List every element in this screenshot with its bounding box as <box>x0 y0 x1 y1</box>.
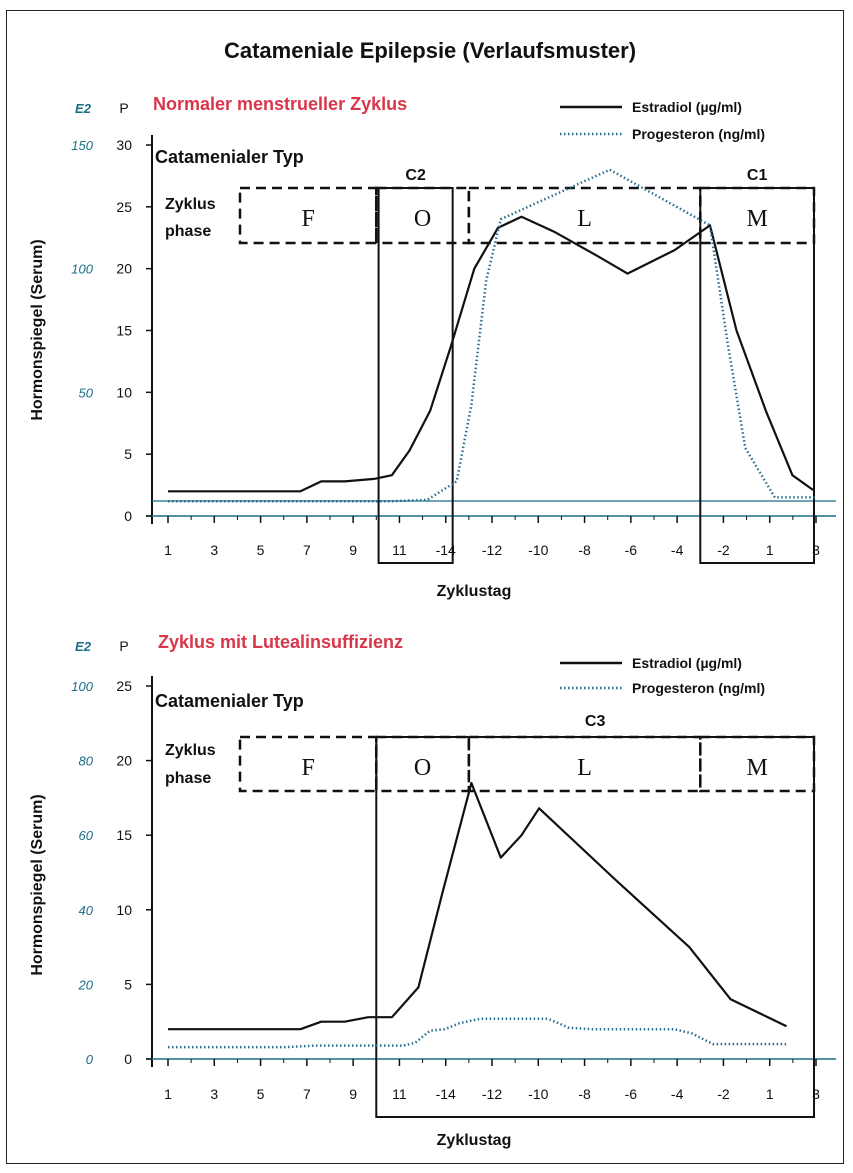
phase-label-line2: phase <box>165 223 211 240</box>
e2-tick-label: 50 <box>79 385 94 400</box>
p-tick-label: 25 <box>116 678 132 694</box>
e2-tick-label: 80 <box>79 754 94 769</box>
x-tick-label: 5 <box>257 1086 265 1102</box>
catamenial-type-label: Catamenialer Typ <box>155 691 304 711</box>
p-tick-label: 20 <box>116 753 132 769</box>
e2-axis-label: E2 <box>75 639 92 654</box>
phase-box-o <box>375 735 471 793</box>
x-tick-label: -4 <box>671 1086 684 1102</box>
series-progesteron-line <box>168 168 816 503</box>
x-tick-label: -6 <box>625 1086 638 1102</box>
phase-label-line1: Zyklus <box>165 742 216 759</box>
p-tick-label: 10 <box>116 902 132 918</box>
y-axis-title: Hormonspiegel (Serum) <box>29 239 46 420</box>
x-tick-label: -2 <box>717 1086 730 1102</box>
p-tick-label: 10 <box>116 384 132 400</box>
x-tick-label: -6 <box>625 542 638 558</box>
x-tick-label: -12 <box>482 542 502 558</box>
phase-letter-m: M <box>746 755 767 781</box>
figure-frame <box>6 10 844 1164</box>
phase-letter-f: F <box>301 755 314 781</box>
p-tick-label: 5 <box>124 446 132 462</box>
x-tick-label: 1 <box>766 1086 774 1102</box>
y-axis-title: Hormonspiegel (Serum) <box>29 794 46 975</box>
e2-tick-label: 20 <box>78 977 94 992</box>
p-tick-label: 0 <box>124 1051 132 1067</box>
phase-letter-l: L <box>577 755 592 781</box>
phase-label-line1: Zyklus <box>165 196 216 213</box>
phase-letter-o: O <box>414 206 431 232</box>
catamenial-label-c3: C3 <box>585 713 606 730</box>
x-tick-label: -14 <box>436 1086 456 1102</box>
x-tick-label: 11 <box>392 1086 407 1102</box>
phase-label-line2: phase <box>165 770 211 787</box>
p-axis-label: P <box>119 100 128 116</box>
e2-tick-label: 60 <box>79 828 94 843</box>
x-tick-label: 3 <box>812 1086 820 1102</box>
p-tick-label: 20 <box>116 261 132 277</box>
x-tick-label: -8 <box>578 1086 591 1102</box>
p-tick-label: 30 <box>116 137 132 153</box>
x-tick-label: 7 <box>303 1086 311 1102</box>
phase-letter-o: O <box>414 755 431 781</box>
x-tick-label: 7 <box>303 542 311 558</box>
phase-box-f <box>238 186 378 245</box>
x-tick-label: -10 <box>528 542 548 558</box>
phase-letter-f: F <box>301 206 314 232</box>
series-estradiol-line <box>168 781 787 1031</box>
catamenial-box-c3 <box>375 736 815 1118</box>
series-estradiol-line <box>168 215 814 493</box>
x-tick-label: 3 <box>210 542 218 558</box>
e2-tick-label: 100 <box>71 262 93 277</box>
figure-title: Catameniale Epilepsie (Verlaufsmuster) <box>224 38 636 63</box>
x-tick-label: -14 <box>436 542 456 558</box>
e2-tick-label: 0 <box>86 1052 94 1067</box>
catamenial-label-c2: C2 <box>405 167 426 184</box>
x-tick-label: 11 <box>392 542 407 558</box>
p-tick-label: 15 <box>116 323 132 339</box>
x-tick-label: 3 <box>812 542 820 558</box>
x-tick-label: -12 <box>482 1086 502 1102</box>
e2-tick-label: 150 <box>71 138 93 153</box>
p-tick-label: 15 <box>116 827 132 843</box>
legend-progesteron-label: Progesteron (ng/ml) <box>632 126 765 142</box>
x-tick-label: -10 <box>528 1086 548 1102</box>
catamenial-box-c1 <box>699 187 815 564</box>
x-tick-label: -4 <box>671 542 684 558</box>
phase-letter-l: L <box>577 206 592 232</box>
catamenial-type-label: Catamenialer Typ <box>155 147 304 167</box>
x-tick-label: 9 <box>349 1086 357 1102</box>
e2-tick-label: 40 <box>79 903 94 918</box>
p-tick-label: 25 <box>116 199 132 215</box>
x-axis-title: Zyklustag <box>437 1132 512 1149</box>
p-tick-label: 5 <box>124 976 132 992</box>
x-tick-label: 1 <box>766 542 774 558</box>
chart-subtitle: Normaler menstrueller Zyklus <box>153 94 407 114</box>
e2-axis-label: E2 <box>75 101 92 116</box>
e2-tick-label: 100 <box>71 679 93 694</box>
x-tick-label: -2 <box>717 542 730 558</box>
x-tick-label: -8 <box>578 542 591 558</box>
chart-subtitle: Zyklus mit Lutealinsuffizienz <box>158 632 403 652</box>
legend-estradiol-label: Estradiol (µg/ml) <box>632 655 742 671</box>
series-progesteron-line <box>168 1017 787 1049</box>
x-tick-label: 3 <box>210 1086 218 1102</box>
catamenial-box-c2 <box>377 187 454 564</box>
p-tick-label: 0 <box>124 508 132 524</box>
x-tick-label: 9 <box>349 542 357 558</box>
phase-letter-m: M <box>746 206 767 232</box>
legend-estradiol-label: Estradiol (µg/ml) <box>632 99 742 115</box>
catamenial-label-c1: C1 <box>747 167 768 184</box>
x-axis-title: Zyklustag <box>437 583 512 600</box>
x-tick-label: 1 <box>164 542 172 558</box>
p-axis-label: P <box>119 638 128 654</box>
x-tick-label: 1 <box>164 1086 172 1102</box>
legend-progesteron-label: Progesteron (ng/ml) <box>632 680 765 696</box>
x-tick-label: 5 <box>257 542 265 558</box>
